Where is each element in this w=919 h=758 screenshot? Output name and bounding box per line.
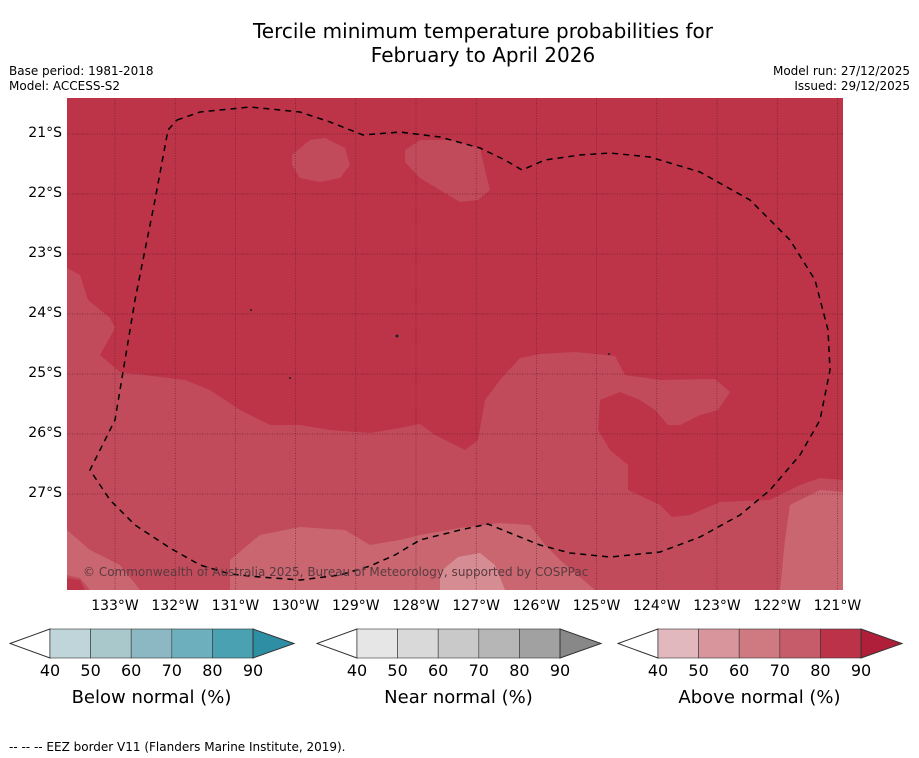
colorbar-segment bbox=[171, 628, 213, 659]
issued-date: Issued: 29/12/2025 bbox=[794, 79, 910, 93]
colorbar-tick: 50 bbox=[80, 661, 101, 680]
region-80-90-corner bbox=[67, 578, 85, 590]
title-line-2: February to April 2026 bbox=[370, 43, 596, 67]
model-name: Model: ACCESS-S2 bbox=[9, 79, 121, 93]
colorbar-tick: 90 bbox=[549, 661, 571, 680]
colorbar-low-extend bbox=[9, 628, 51, 659]
colorbar-tick: 80 bbox=[202, 661, 223, 680]
colorbar-tick: 90 bbox=[242, 661, 264, 680]
longitude-label: 132°W bbox=[151, 598, 199, 614]
colorbar-near bbox=[316, 628, 603, 659]
colorbar-segment bbox=[478, 628, 520, 659]
colorbar-tick: 40 bbox=[39, 661, 61, 680]
copyright-notice: © Commonwealth of Australia 2025, Bureau… bbox=[83, 565, 589, 579]
colorbar-above bbox=[617, 628, 904, 659]
probability-map bbox=[67, 98, 843, 590]
longitude-label: 123°W bbox=[693, 598, 741, 614]
region-70-80-blob bbox=[292, 138, 350, 182]
longitude-label: 125°W bbox=[572, 598, 621, 614]
base-info: Base period: 1981-2018 Model: ACCESS-S2 bbox=[9, 64, 154, 94]
longitude-label: 121°W bbox=[813, 598, 862, 614]
colorbar-segment bbox=[212, 628, 254, 659]
colorbar-segment bbox=[397, 628, 439, 659]
eez-legend-note: -- -- -- EEZ border V11 (Flanders Marine… bbox=[9, 740, 346, 754]
latitude-label: 26°S bbox=[28, 425, 62, 441]
title-line-1: Tercile minimum temperature probabilitie… bbox=[252, 19, 714, 43]
colorbar-tick: 50 bbox=[387, 661, 408, 680]
latitude-label: 22°S bbox=[28, 185, 62, 201]
latitude-label: 23°S bbox=[28, 245, 62, 261]
eez-border bbox=[89, 106, 831, 581]
colorbar-high-extend bbox=[559, 628, 603, 659]
region-50-60 bbox=[440, 553, 505, 590]
longitude-label: 131°W bbox=[211, 598, 260, 614]
colorbar-tick: 70 bbox=[161, 661, 182, 680]
colorbar-segment bbox=[779, 628, 821, 659]
latitude-label: 25°S bbox=[28, 365, 62, 381]
map-title: Tercile minimum temperature probabilitie… bbox=[0, 19, 919, 67]
colorbar-segment bbox=[49, 628, 91, 659]
colorbar-tick: 90 bbox=[850, 661, 872, 680]
run-info: Model run: 27/12/2025 Issued: 29/12/2025 bbox=[773, 64, 910, 94]
colorbar-segment bbox=[820, 628, 862, 659]
model-run: Model run: 27/12/2025 bbox=[772, 64, 910, 78]
colorbar-tick: 80 bbox=[509, 661, 530, 680]
colorbar-segment bbox=[90, 628, 132, 659]
colorbar-tick: 70 bbox=[769, 661, 790, 680]
base-period: Base period: 1981-2018 bbox=[9, 64, 154, 78]
colorbar-label: Above normal (%) bbox=[678, 687, 841, 708]
region-60-70 bbox=[780, 490, 843, 590]
longitude-label: 127°W bbox=[452, 598, 500, 614]
colorbar-tick: 70 bbox=[468, 661, 489, 680]
longitude-label: 124°W bbox=[633, 598, 681, 614]
colorbar-segment bbox=[437, 628, 480, 659]
islands bbox=[250, 309, 610, 379]
longitude-label: 129°W bbox=[332, 598, 380, 614]
colorbar-segment bbox=[356, 628, 398, 659]
colorbar-tick: 50 bbox=[688, 661, 709, 680]
colorbar-tick: 60 bbox=[121, 661, 142, 680]
longitude-label: 128°W bbox=[392, 598, 440, 614]
colorbar-segment bbox=[519, 628, 561, 659]
longitude-label: 126°W bbox=[512, 598, 561, 614]
longitude-label: 122°W bbox=[753, 598, 801, 614]
colorbar-tick: 60 bbox=[428, 661, 449, 680]
region-60-70 bbox=[67, 530, 140, 590]
colorbar-high-extend bbox=[252, 628, 296, 659]
region-70-80 bbox=[67, 268, 843, 590]
colorbar-tick: 40 bbox=[647, 661, 669, 680]
longitude-label: 130°W bbox=[271, 598, 320, 614]
region-60-70 bbox=[230, 523, 595, 590]
latitude-label: 21°S bbox=[28, 125, 62, 141]
colorbar-segment bbox=[698, 628, 740, 659]
colorbar-tick: 60 bbox=[729, 661, 750, 680]
colorbar-low-extend bbox=[617, 628, 659, 659]
region-70-80-blob bbox=[405, 140, 490, 202]
longitude-label: 133°W bbox=[91, 598, 139, 614]
latitude-label: 27°S bbox=[28, 485, 62, 501]
colorbar-tick: 40 bbox=[346, 661, 368, 680]
graticule bbox=[67, 98, 843, 590]
colorbar-label: Below normal (%) bbox=[71, 687, 232, 708]
colorbar-tick: 80 bbox=[810, 661, 831, 680]
colorbar-segment bbox=[130, 628, 173, 659]
colorbar-below bbox=[9, 628, 296, 659]
colorbar-segment bbox=[738, 628, 781, 659]
colorbar-low-extend bbox=[316, 628, 358, 659]
colorbar-segment bbox=[657, 628, 699, 659]
latitude-label: 24°S bbox=[28, 305, 62, 321]
colorbar-high-extend bbox=[860, 628, 904, 659]
colorbar-label: Near normal (%) bbox=[384, 687, 533, 708]
